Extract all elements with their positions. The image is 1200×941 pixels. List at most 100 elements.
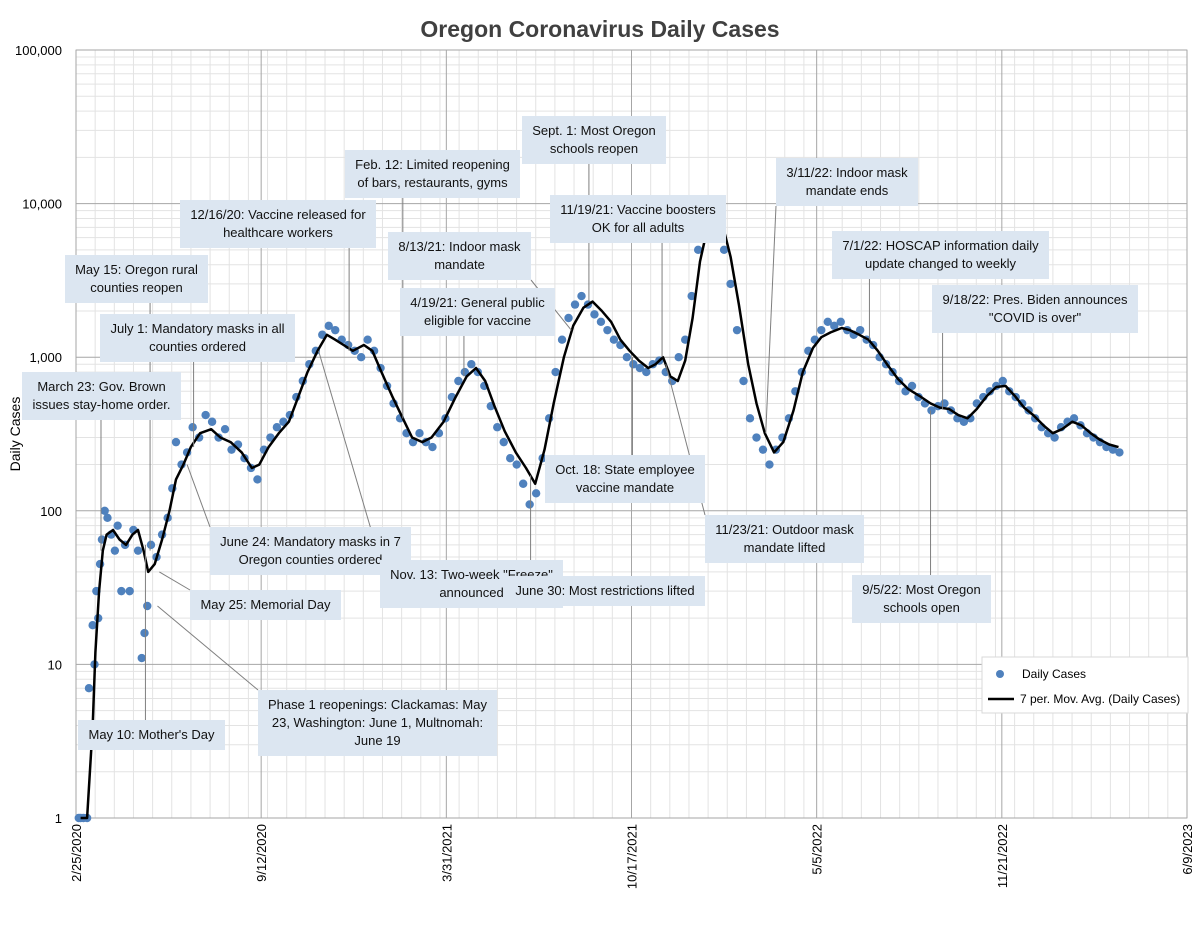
annotation-box bbox=[65, 255, 208, 303]
annotation-may15: May 15: Oregon rural counties reopen bbox=[65, 255, 208, 303]
data-point bbox=[985, 387, 994, 396]
data-point bbox=[629, 360, 638, 369]
annotation-leader-line bbox=[159, 571, 191, 591]
annotation-sept1: Sept. 1: Most Oregon schools reopen bbox=[522, 116, 666, 164]
annotation-text: schools reopen bbox=[550, 141, 638, 156]
data-point bbox=[506, 454, 515, 463]
data-point bbox=[564, 313, 573, 323]
data-point bbox=[324, 321, 333, 331]
y-tick-label: 100,000 bbox=[15, 43, 62, 58]
data-point bbox=[596, 317, 606, 327]
annotation-sep18: 9/18/22: Pres. Biden announces "COVID is … bbox=[932, 285, 1138, 333]
annotation-may25: May 25: Memorial Day bbox=[190, 590, 341, 620]
annotation-text: 23, Washington: June 1, Multnomah: bbox=[272, 715, 483, 730]
annotation-box bbox=[545, 455, 705, 503]
annotation-text: mandate ends bbox=[806, 183, 889, 198]
data-point bbox=[171, 437, 181, 447]
annotation-text: 3/11/22: Indoor mask bbox=[786, 165, 908, 180]
annotation-box bbox=[505, 576, 705, 606]
y-tick-label: 10,000 bbox=[22, 197, 62, 212]
annotation-text: counties reopen bbox=[90, 280, 183, 295]
data-point bbox=[493, 423, 502, 432]
annotation-box bbox=[345, 150, 520, 198]
x-tick-label: 10/17/2021 bbox=[625, 824, 640, 889]
data-point bbox=[113, 521, 122, 530]
data-point bbox=[570, 300, 580, 309]
annotation-text: 9/18/22: Pres. Biden announces bbox=[942, 292, 1128, 307]
data-point bbox=[1050, 433, 1059, 442]
data-point bbox=[110, 546, 120, 555]
annotation-text: update changed to weekly bbox=[865, 256, 1017, 271]
data-point bbox=[642, 367, 651, 377]
data-point bbox=[855, 325, 865, 335]
data-point bbox=[227, 445, 236, 454]
data-point bbox=[253, 475, 262, 484]
annotation-box bbox=[522, 116, 666, 164]
data-point bbox=[674, 353, 683, 362]
annotation-text: May 10: Mother's Day bbox=[88, 727, 215, 742]
annotation-text: eligible for vaccine bbox=[424, 313, 531, 328]
data-point bbox=[739, 376, 748, 386]
annotation-nov23: 11/23/21: Outdoor mask mandate lifted bbox=[705, 515, 864, 563]
legend-box bbox=[981, 656, 1189, 714]
data-point bbox=[959, 417, 969, 426]
annotation-june30: June 30: Most restrictions lifted bbox=[505, 576, 705, 606]
data-point bbox=[84, 683, 94, 693]
annotation-text: 11/23/21: Outdoor mask bbox=[715, 522, 854, 537]
annotation-layer: March 23: Gov. Brown issues stay-home ord… bbox=[22, 116, 1138, 756]
data-point bbox=[460, 367, 470, 377]
data-point bbox=[1108, 445, 1118, 454]
data-point bbox=[146, 540, 156, 550]
data-point bbox=[907, 381, 917, 391]
data-point bbox=[1115, 448, 1124, 457]
data-point bbox=[356, 353, 366, 362]
x-tick-label: 11/21/2022 bbox=[995, 824, 1010, 888]
annotation-text: June 24: Mandatory masks in 7 bbox=[220, 534, 401, 549]
data-point bbox=[428, 442, 437, 452]
annotation-box bbox=[832, 231, 1049, 279]
legend-marker-points bbox=[996, 670, 1004, 678]
data-point bbox=[103, 513, 112, 523]
annotation-text: June 19 bbox=[354, 733, 400, 748]
annotation-box bbox=[388, 232, 531, 280]
y-axis-title: Daily Cases bbox=[7, 397, 23, 472]
data-point bbox=[415, 429, 424, 438]
data-point bbox=[817, 325, 826, 335]
annotation-nov19: 11/19/21: Vaccine boosters OK for all adu… bbox=[550, 195, 726, 243]
data-point bbox=[940, 399, 949, 408]
annotation-text: Sept. 1: Most Oregon bbox=[532, 123, 656, 138]
annotation-leader-line bbox=[186, 464, 211, 528]
annotation-box bbox=[180, 200, 376, 248]
legend: Daily Cases 7 per. Mov. Avg. (Daily Case… bbox=[981, 656, 1189, 714]
annotation-july1: July 1: Mandatory masks in all counties o… bbox=[100, 314, 295, 362]
data-point bbox=[551, 367, 560, 377]
annotation-box bbox=[400, 288, 555, 336]
annotation-text: Feb. 12: Limited reopening bbox=[355, 157, 510, 172]
x-tick-label: 5/5/2022 bbox=[810, 824, 825, 875]
data-point bbox=[557, 335, 567, 344]
annotation-text: Oct. 18: State employee bbox=[555, 462, 694, 477]
annotation-dec16: 12/16/20: Vaccine released for healthcare… bbox=[180, 200, 376, 248]
tick-layer: 1 10 100 1,000 10,000 100,000 2/25/2020 9/12/20… bbox=[15, 43, 1195, 889]
data-point bbox=[454, 376, 463, 386]
annotation-box bbox=[210, 527, 411, 575]
x-tick-label: 3/31/2021 bbox=[439, 824, 454, 882]
data-point bbox=[220, 424, 230, 434]
annotation-text: vaccine mandate bbox=[576, 480, 674, 495]
data-point bbox=[635, 363, 645, 373]
annotation-text: issues stay-home order. bbox=[32, 397, 170, 412]
data-point bbox=[823, 317, 832, 327]
data-point bbox=[117, 586, 126, 596]
annotation-sep5: 9/5/22: Most Oregon schools open bbox=[852, 575, 991, 623]
annotation-box bbox=[776, 158, 918, 206]
data-point bbox=[1069, 414, 1079, 423]
annotation-box bbox=[258, 690, 497, 756]
annotation-text: of bars, restaurants, gyms bbox=[357, 175, 508, 190]
annotation-text: counties ordered bbox=[149, 339, 246, 354]
annotation-aug13: 8/13/21: Indoor mask mandate bbox=[388, 232, 531, 280]
data-point bbox=[331, 325, 340, 335]
data-point bbox=[726, 279, 735, 289]
annotation-text: 11/19/21: Vaccine boosters bbox=[560, 202, 716, 217]
